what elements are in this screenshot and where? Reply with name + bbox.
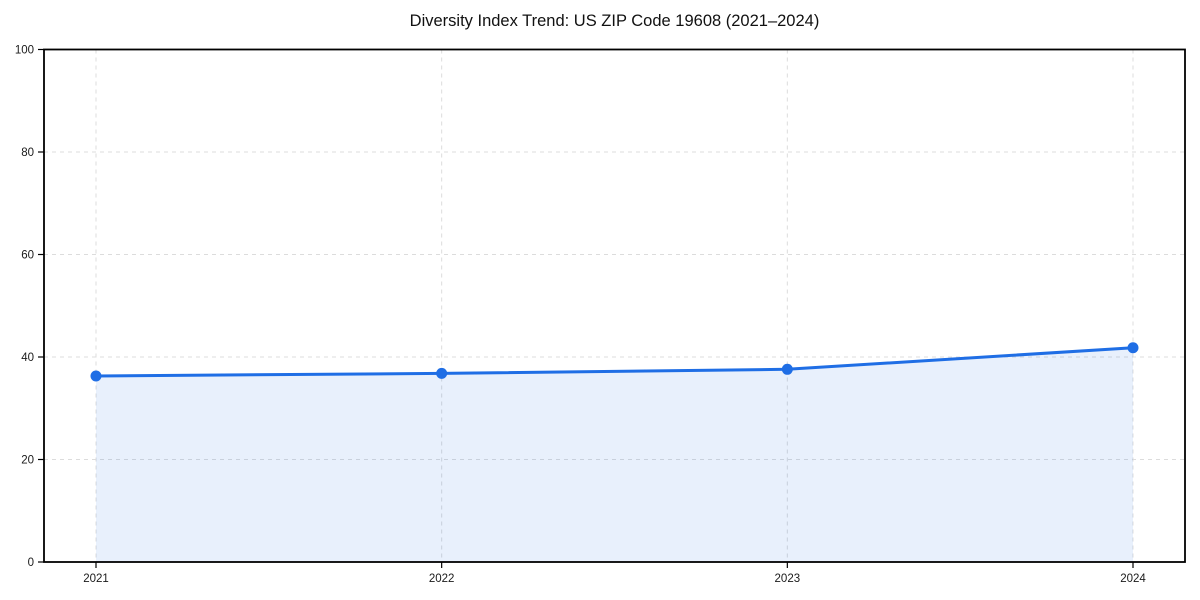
y-tick-label: 20	[21, 455, 34, 467]
data-point-2022	[436, 367, 448, 379]
chart-title: Diversity Index Trend: US ZIP Code 19608…	[409, 12, 820, 30]
y-tick-label: 0	[28, 557, 34, 569]
x-tick-label: 2022	[429, 573, 455, 585]
data-point-2024	[1127, 342, 1139, 354]
area-fill	[96, 347, 1133, 562]
y-tick-label: 100	[15, 45, 34, 57]
x-tick-label: 2024	[1120, 573, 1146, 585]
trend-line	[94, 346, 1135, 378]
data-point-2021	[90, 370, 102, 382]
data-point-2023	[781, 363, 793, 375]
y-tick-label: 60	[21, 250, 34, 262]
y-tick-label: 40	[21, 352, 34, 364]
plot-border	[43, 48, 1186, 563]
x-tick-label: 2021	[83, 573, 109, 585]
x-tick-label: 2023	[775, 573, 801, 585]
y-tick-label: 80	[21, 147, 34, 159]
